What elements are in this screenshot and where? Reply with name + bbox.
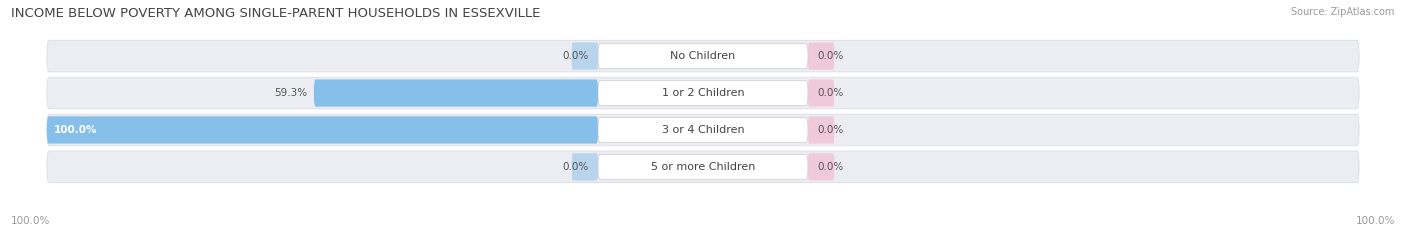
FancyBboxPatch shape: [598, 118, 808, 142]
FancyBboxPatch shape: [572, 42, 598, 70]
Text: 0.0%: 0.0%: [562, 162, 588, 172]
Text: 59.3%: 59.3%: [274, 88, 308, 98]
Text: 0.0%: 0.0%: [818, 51, 844, 61]
Text: Source: ZipAtlas.com: Source: ZipAtlas.com: [1291, 7, 1395, 17]
FancyBboxPatch shape: [46, 116, 598, 144]
Text: 3 or 4 Children: 3 or 4 Children: [662, 125, 744, 135]
Text: 100.0%: 100.0%: [53, 125, 97, 135]
FancyBboxPatch shape: [572, 153, 598, 181]
Text: 0.0%: 0.0%: [818, 162, 844, 172]
FancyBboxPatch shape: [46, 151, 1360, 183]
FancyBboxPatch shape: [808, 79, 834, 107]
Text: No Children: No Children: [671, 51, 735, 61]
FancyBboxPatch shape: [598, 81, 808, 105]
FancyBboxPatch shape: [46, 77, 1360, 109]
FancyBboxPatch shape: [808, 42, 834, 70]
Text: 100.0%: 100.0%: [11, 216, 51, 226]
FancyBboxPatch shape: [46, 114, 1360, 146]
FancyBboxPatch shape: [598, 44, 808, 69]
Text: 1 or 2 Children: 1 or 2 Children: [662, 88, 744, 98]
Text: 100.0%: 100.0%: [1355, 216, 1395, 226]
FancyBboxPatch shape: [46, 40, 1360, 72]
Text: 0.0%: 0.0%: [818, 88, 844, 98]
FancyBboxPatch shape: [314, 79, 598, 107]
FancyBboxPatch shape: [808, 153, 834, 181]
FancyBboxPatch shape: [598, 154, 808, 179]
Text: 5 or more Children: 5 or more Children: [651, 162, 755, 172]
Text: INCOME BELOW POVERTY AMONG SINGLE-PARENT HOUSEHOLDS IN ESSEXVILLE: INCOME BELOW POVERTY AMONG SINGLE-PARENT…: [11, 7, 541, 20]
FancyBboxPatch shape: [808, 116, 834, 144]
Text: 0.0%: 0.0%: [818, 125, 844, 135]
Text: 0.0%: 0.0%: [562, 51, 588, 61]
